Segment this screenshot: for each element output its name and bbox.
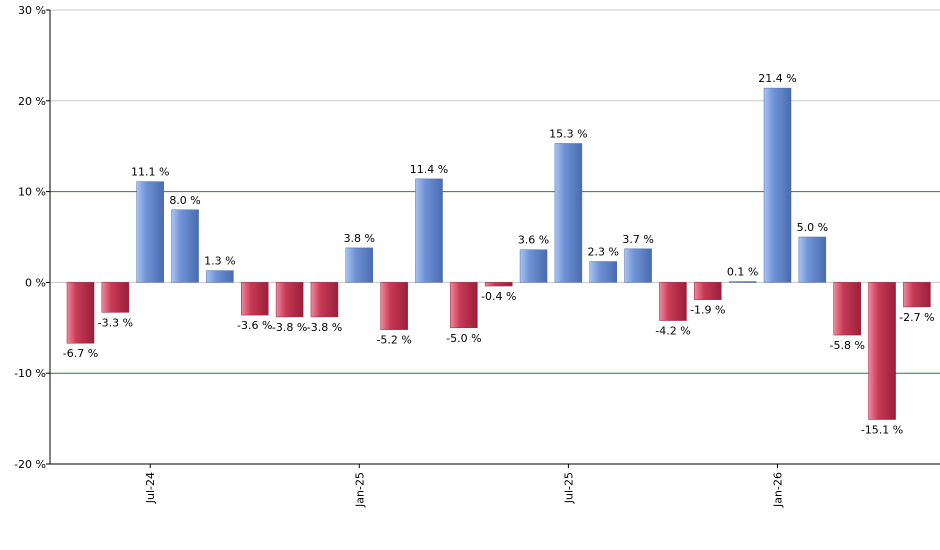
bar: [136, 181, 164, 283]
data-label: 1.3 %: [204, 255, 235, 268]
bar: [624, 248, 652, 283]
bar: [101, 282, 130, 313]
y-tick-label: 0 %: [25, 276, 46, 289]
data-label: 21.4 %: [758, 72, 796, 85]
data-label: -5.8 %: [829, 339, 864, 352]
data-label: -1.9 %: [690, 304, 725, 317]
data-label: 2.3 %: [588, 246, 619, 259]
bar: [903, 282, 931, 308]
bar: [415, 178, 443, 283]
bars: [66, 87, 931, 420]
data-label: -4.2 %: [655, 325, 690, 338]
bar: [519, 249, 548, 283]
bar: [868, 282, 896, 420]
data-label: 3.6 %: [518, 234, 549, 247]
bar: [275, 282, 304, 318]
data-label: -3.8 %: [307, 321, 342, 334]
data-label: -3.8 %: [272, 321, 307, 334]
data-label: -6.7 %: [63, 347, 98, 360]
bar: [310, 282, 339, 318]
bar: [450, 282, 478, 329]
y-tick-label: 20 %: [18, 95, 46, 108]
bar: [241, 282, 269, 316]
data-label: -3.3 %: [98, 316, 133, 329]
bar: [554, 143, 583, 283]
data-label: 11.4 %: [410, 163, 448, 176]
data-label: 3.7 %: [622, 233, 653, 246]
bar: [694, 282, 722, 300]
bar: [66, 282, 95, 344]
bar: [728, 281, 757, 283]
labels: 30 % 20 % 10 % 0 % -10 % -20 % -6.7 % -3.3 % 11.…: [14, 4, 935, 508]
x-tick-label: Jul-24: [144, 472, 157, 504]
bar: [345, 247, 374, 283]
bar: [763, 87, 792, 283]
data-label: -3.6 %: [237, 319, 272, 332]
data-label: 5.0 %: [797, 221, 828, 234]
data-label: -0.4 %: [481, 290, 516, 303]
data-label: -5.0 %: [446, 332, 481, 345]
data-label: 8.0 %: [169, 194, 200, 207]
y-tick-label: 30 %: [18, 4, 46, 17]
data-label: 3.8 %: [344, 232, 375, 245]
axes: [46, 9, 940, 468]
x-tick-label: Jan-25: [353, 472, 366, 508]
data-label: -15.1 %: [861, 424, 903, 437]
y-tick-label: 10 %: [18, 186, 46, 199]
data-label: 15.3 %: [549, 127, 587, 140]
bar: [171, 209, 199, 283]
bar: [798, 236, 827, 283]
data-label: -5.2 %: [376, 334, 411, 347]
bar: [484, 282, 513, 287]
y-tick-label: -10 %: [14, 367, 46, 380]
bar: [380, 282, 408, 330]
x-tick-label: Jul-25: [562, 472, 575, 504]
bar: [833, 282, 861, 336]
data-label: 11.1 %: [131, 166, 169, 179]
data-label: -2.7 %: [899, 311, 934, 324]
data-label: 0.1 %: [727, 265, 758, 278]
bar: [589, 261, 617, 283]
bar: [206, 270, 234, 283]
y-tick-label: -20 %: [14, 458, 46, 471]
bar: [659, 282, 687, 321]
x-tick-label: Jan-26: [772, 472, 785, 508]
